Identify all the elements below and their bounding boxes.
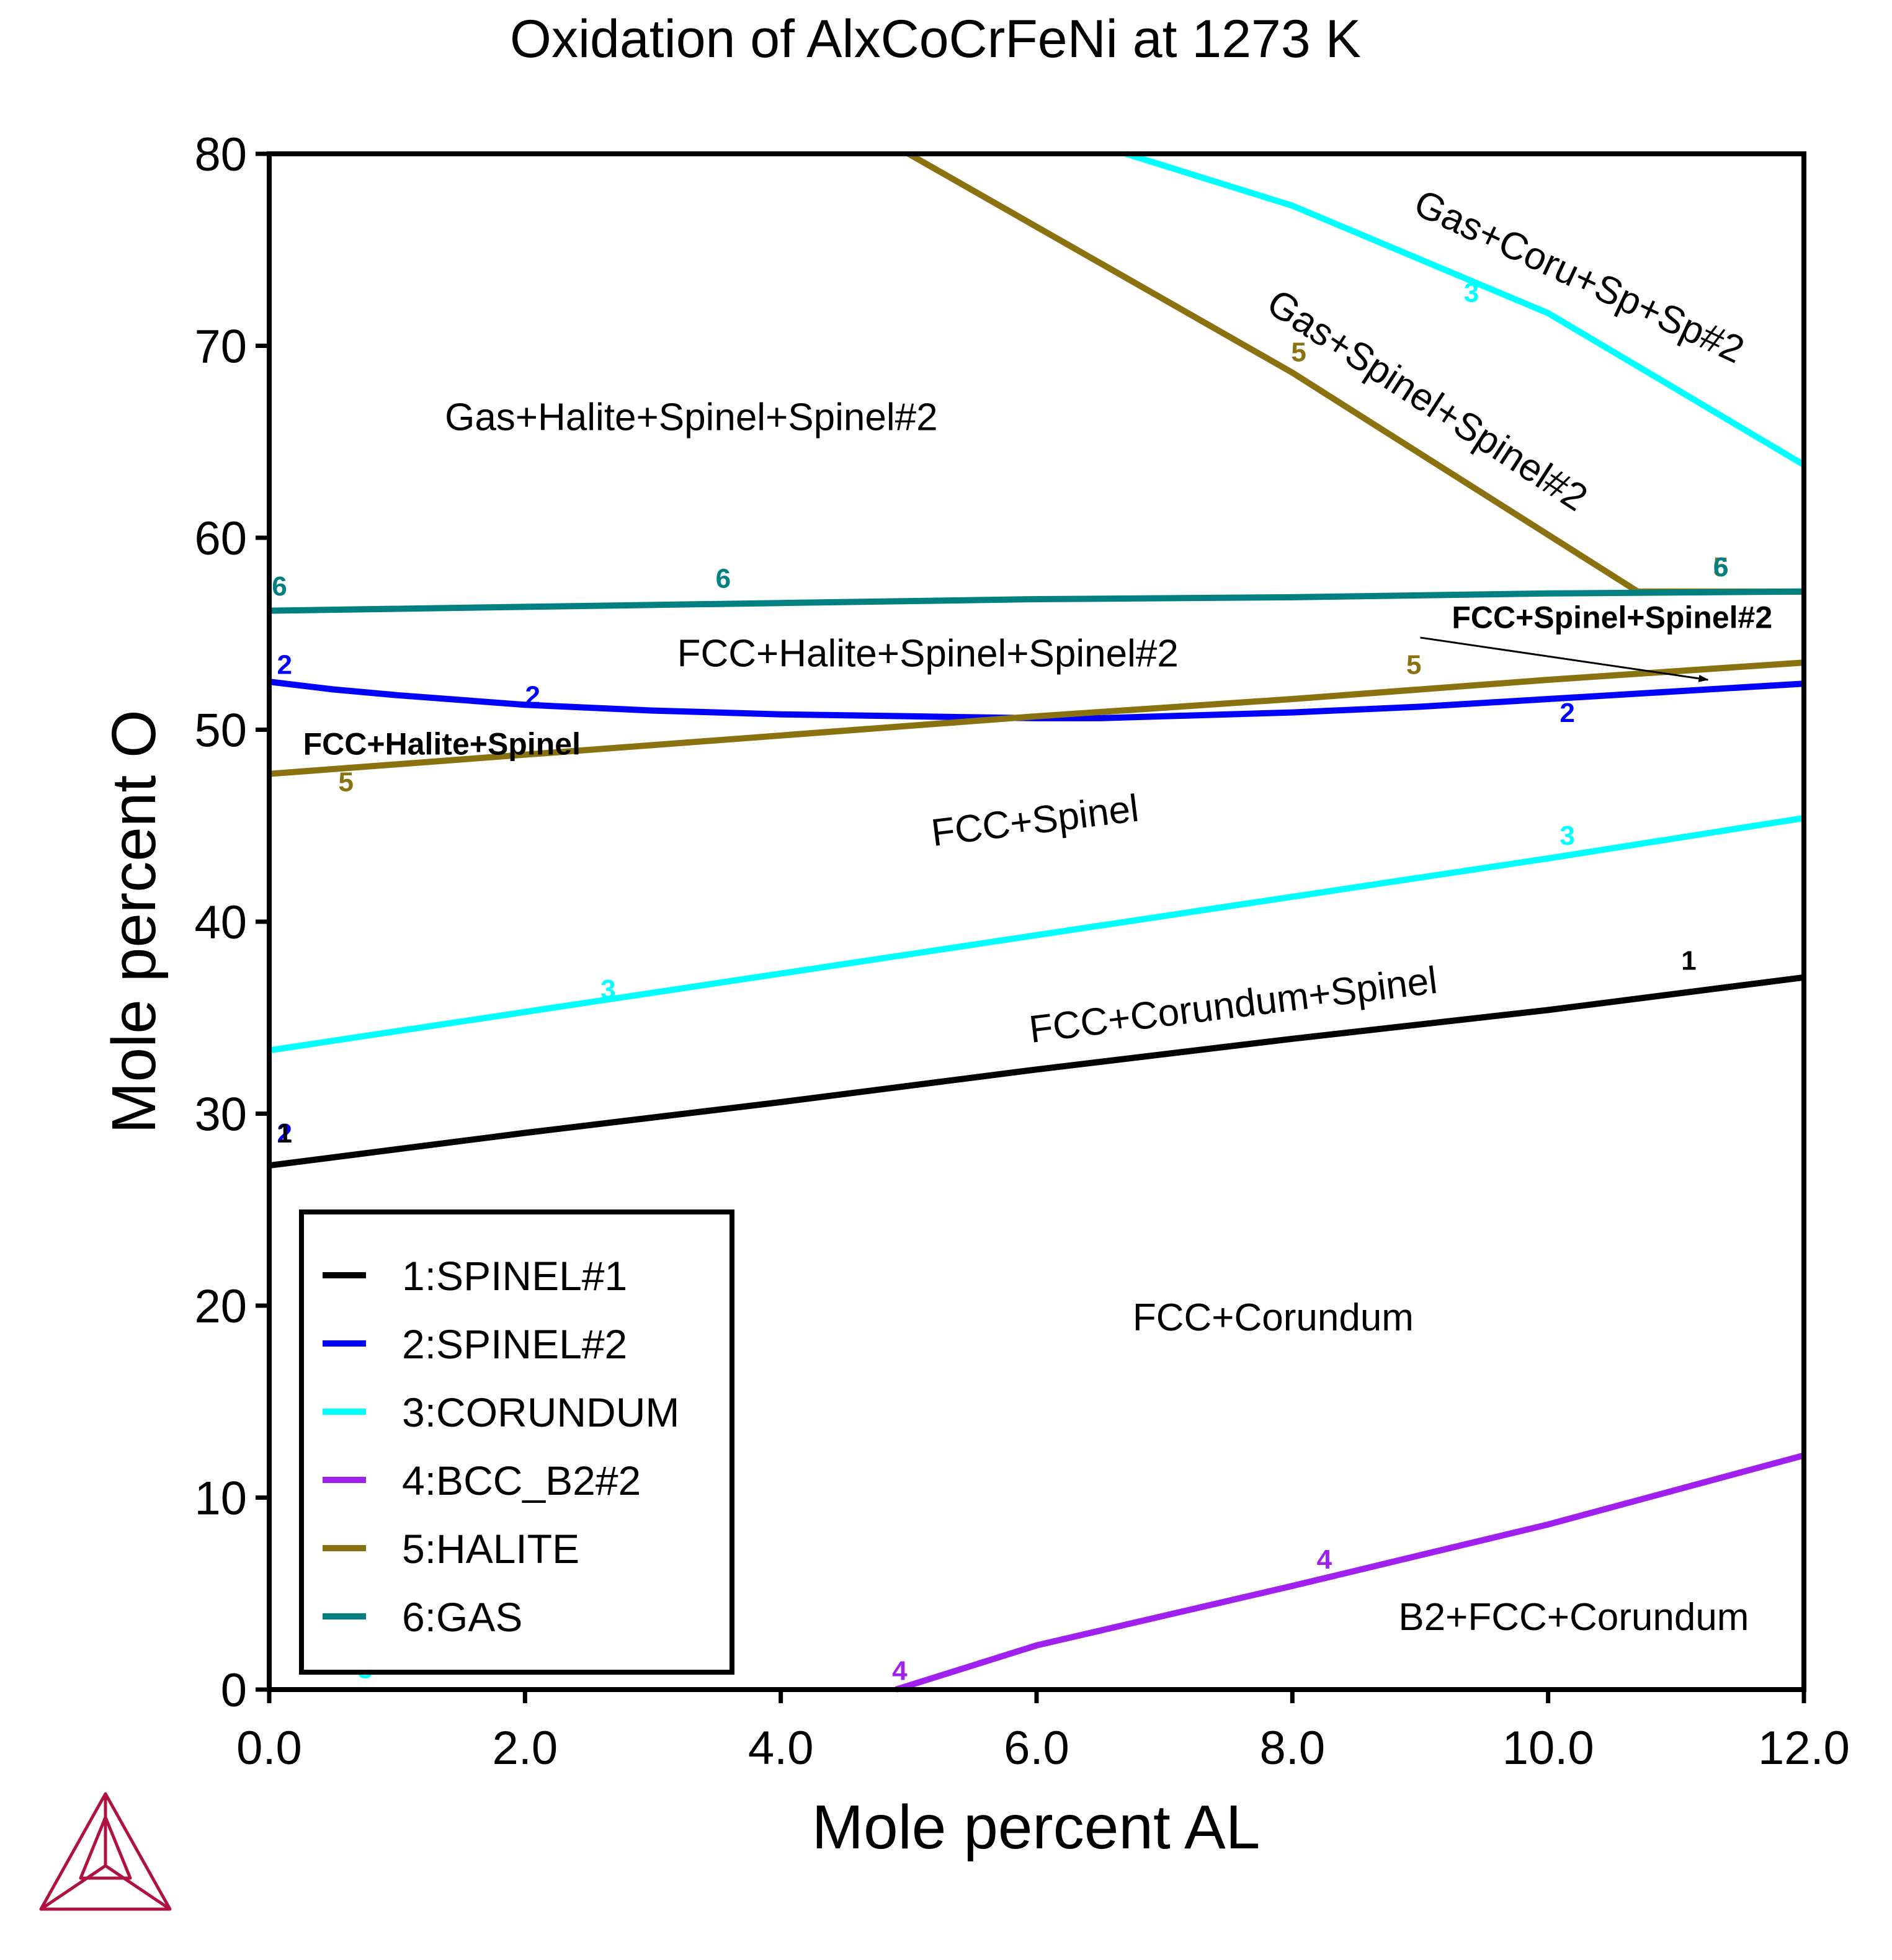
- y-tick-label: 0: [221, 1664, 247, 1717]
- phase-region-label: Gas+Halite+Spinel+Spinel#2: [445, 396, 938, 439]
- annotation-arrow: [1420, 636, 1709, 682]
- y-tick-label: 40: [194, 896, 247, 949]
- thermo-calc-logo: [39, 1792, 172, 1911]
- y-axis-ticks: 0 10 20 30 40 50 60 70 80: [194, 128, 269, 1717]
- phase-region-label: Gas+Spinel+Spinel#2: [1259, 281, 1595, 520]
- x-tick-label: 0.0: [236, 1722, 302, 1775]
- series-line-3b: [1125, 151, 1806, 468]
- phase-region-label: FCC+Corundum+Spinel: [1027, 959, 1439, 1051]
- series-4-number-label: 4: [1317, 1544, 1332, 1575]
- y-axis-label: Mole percent O: [99, 710, 169, 1134]
- y-tick-label: 20: [194, 1280, 247, 1333]
- legend-label-5a: 5:HALITE: [402, 1526, 579, 1572]
- y-tick-label: 10: [194, 1472, 247, 1525]
- series-2-number-label: 2: [525, 680, 540, 711]
- boundary-number-label: 2: [277, 1118, 292, 1149]
- series-3a-number-label: 3: [600, 974, 615, 1005]
- x-tick-label: 12.0: [1758, 1722, 1850, 1775]
- series-6-number-label: 6: [272, 571, 287, 602]
- x-tick-label: 2.0: [493, 1722, 558, 1775]
- y-tick-label: 70: [194, 321, 247, 373]
- series-2-number-label: 2: [277, 650, 292, 680]
- series-line-3a: [269, 814, 1805, 1054]
- x-tick-label: 4.0: [748, 1722, 814, 1775]
- series-2-number-label: 2: [1560, 698, 1574, 728]
- series-5b-number-label: 5: [1291, 337, 1306, 367]
- series-5a-number-label: 5: [1406, 650, 1421, 680]
- phase-region-label: FCC+Halite+Spinel+Spinel#2: [677, 632, 1179, 675]
- phase-region-label: FCC+Corundum: [1133, 1296, 1414, 1339]
- legend-items: 1:SPINEL#1 2:SPINEL#2 3:CORUNDUM 4:BCC_B2#2…: [323, 1253, 679, 1640]
- legend-box: [299, 1209, 734, 1675]
- legend-label-1: 1:SPINEL#1: [402, 1253, 627, 1299]
- x-axis-ticks: 0.0 2.0 4.0 6.0 8.0 10.0 12.0: [236, 1690, 1850, 1775]
- boundary-number-label: 1: [277, 1118, 292, 1149]
- x-tick-label: 10.0: [1502, 1722, 1594, 1775]
- series-line-6: [269, 588, 1805, 614]
- legend: 1:SPINEL#1 2:SPINEL#2 3:CORUNDUM 4:BCC_B2#2…: [299, 1209, 734, 1675]
- legend-label-4: 4:BCC_B2#2: [402, 1458, 641, 1503]
- series-6-number-label: 6: [1713, 552, 1728, 582]
- series-3b-number-label: 3: [1464, 277, 1479, 308]
- chart-title: Oxidation of AlxCoCrFeNi at 1273 K: [510, 9, 1361, 69]
- x-tick-label: 6.0: [1004, 1722, 1069, 1775]
- series-6-number-label: 6: [716, 563, 731, 594]
- marker-layer: 1222333445555666213: [272, 277, 1728, 1686]
- phase-region-label: FCC+Spinel+Spinel#2: [1452, 600, 1772, 635]
- x-axis-label: Mole percent AL: [812, 1793, 1261, 1862]
- y-tick-label: 30: [194, 1089, 247, 1141]
- series-5a-number-label: 5: [338, 767, 353, 798]
- series-3a-number-label: 3: [1560, 821, 1574, 851]
- series-5b-number-label: 5: [1713, 552, 1728, 582]
- legend-label-6: 6:GAS: [402, 1594, 522, 1640]
- phase-region-label: FCC+Spinel: [929, 787, 1141, 855]
- phase-region-label: B2+FCC+Corundum: [1398, 1596, 1749, 1639]
- series-line-1: [269, 974, 1805, 1169]
- y-tick-label: 60: [194, 512, 247, 565]
- series-1-number-label: 1: [1681, 945, 1696, 976]
- series-line-5a: [269, 659, 1805, 777]
- phase-region-label: FCC+Halite+Spinel: [303, 727, 581, 762]
- series-layer: [269, 151, 1806, 1693]
- legend-label-3a: 3:CORUNDUM: [402, 1389, 679, 1435]
- series-4-number-label: 4: [892, 1656, 908, 1686]
- legend-label-2: 2:SPINEL#2: [402, 1321, 627, 1367]
- y-tick-label: 80: [194, 128, 247, 181]
- y-tick-label: 50: [194, 705, 247, 757]
- x-tick-label: 8.0: [1260, 1722, 1326, 1775]
- series-line-4: [895, 1452, 1805, 1693]
